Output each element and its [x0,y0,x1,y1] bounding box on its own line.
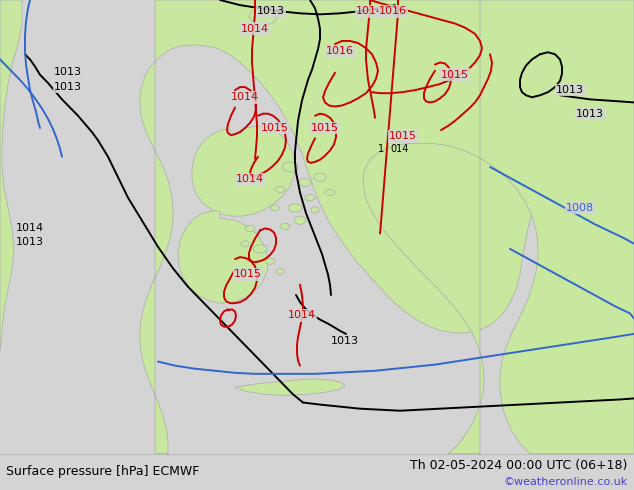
Text: 1014: 1014 [236,174,264,184]
Text: 1015: 1015 [234,270,262,279]
Polygon shape [235,379,345,395]
Text: 1013: 1013 [257,6,285,16]
Polygon shape [245,225,255,231]
Text: 1: 1 [378,144,384,153]
Polygon shape [140,0,634,454]
Polygon shape [276,269,284,274]
Polygon shape [314,173,326,181]
Polygon shape [271,205,279,211]
Polygon shape [288,204,302,212]
Text: 1015: 1015 [389,131,417,141]
Polygon shape [0,0,22,351]
Text: 1014: 1014 [356,6,384,16]
Polygon shape [265,258,275,264]
Polygon shape [249,7,278,25]
Text: 1013: 1013 [16,237,44,247]
Polygon shape [311,207,319,213]
Text: 1015: 1015 [441,70,469,80]
Text: 1014: 1014 [16,223,44,233]
Polygon shape [325,190,335,196]
Text: 1014: 1014 [288,311,316,320]
Text: 1015: 1015 [311,123,339,133]
Text: 1013: 1013 [556,85,584,95]
Polygon shape [178,211,268,303]
Text: Surface pressure [hPa] ECMWF: Surface pressure [hPa] ECMWF [6,466,200,478]
Polygon shape [299,178,311,186]
Text: 1013: 1013 [54,82,82,92]
Text: 1013: 1013 [331,336,359,346]
Text: 1013: 1013 [54,67,82,77]
Polygon shape [294,216,306,224]
Polygon shape [305,195,315,201]
Text: 1016: 1016 [379,6,407,16]
Polygon shape [282,162,298,172]
Polygon shape [192,126,295,216]
Polygon shape [241,241,249,247]
Polygon shape [253,245,267,253]
Text: 1008: 1008 [566,203,594,213]
Text: ©weatheronline.co.uk: ©weatheronline.co.uk [503,477,628,487]
Text: Th 02-05-2024 00:00 UTC (06+18): Th 02-05-2024 00:00 UTC (06+18) [410,459,628,472]
Text: 1013: 1013 [576,109,604,119]
Text: 1014: 1014 [231,92,259,102]
Polygon shape [280,223,290,229]
Polygon shape [275,186,285,193]
Text: 1016: 1016 [326,46,354,56]
Text: 1015: 1015 [261,123,289,133]
Polygon shape [363,0,634,454]
Text: 1014: 1014 [241,24,269,34]
Text: 014: 014 [390,144,408,153]
